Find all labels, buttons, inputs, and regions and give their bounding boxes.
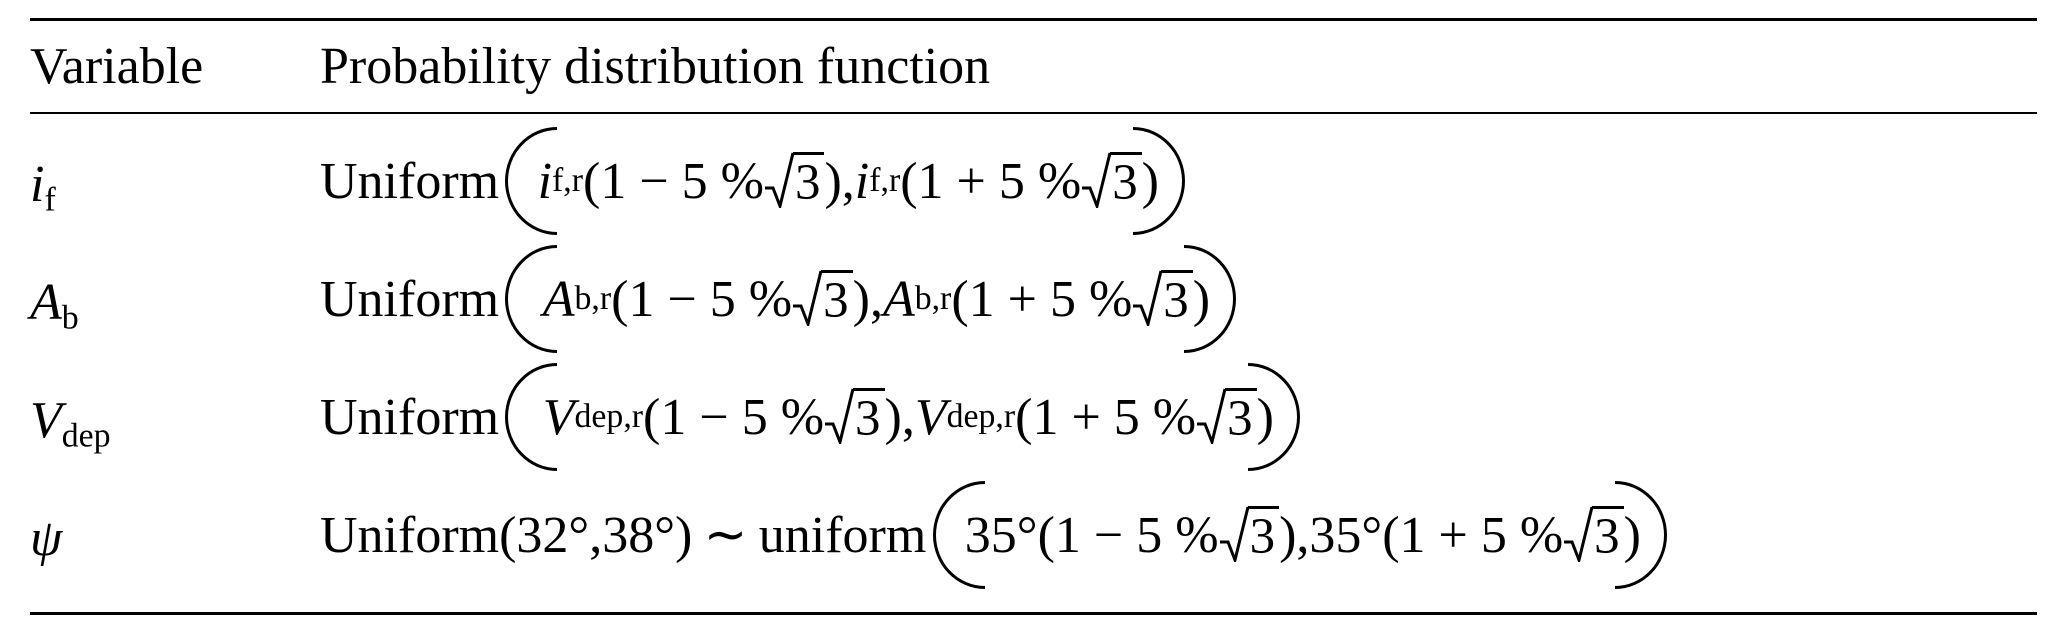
left-big-paren-icon xyxy=(505,127,531,235)
variable-if: if xyxy=(30,149,320,214)
uniform-word: Uniform xyxy=(320,270,499,329)
table-bottom-rule xyxy=(30,612,2037,615)
right-big-paren-icon xyxy=(1159,127,1185,235)
table-row: Ab Uniform Ab,r ( 1 − 5 % 3 ) , Ab,r ( 1… xyxy=(30,240,2037,358)
table-body: if Uniform if,r ( 1 − 5 % 3 ) , if,r ( 1… xyxy=(30,114,2037,612)
right-big-paren-icon xyxy=(1641,481,1667,589)
right-big-paren-icon xyxy=(1210,245,1236,353)
left-big-paren-icon xyxy=(933,481,959,589)
uniform-word: Uniform xyxy=(320,388,499,447)
column-header-pdf: Probability distribution function xyxy=(320,37,2037,96)
table-row: if Uniform if,r ( 1 − 5 % 3 ) , if,r ( 1… xyxy=(30,122,2037,240)
sqrt-icon: 3 xyxy=(824,388,884,445)
sqrt-icon: 3 xyxy=(1219,506,1279,563)
uniform-word: Uniform xyxy=(320,506,499,565)
table-row: Vdep Uniform Vdep,r ( 1 − 5 % 3 ) , Vdep… xyxy=(30,358,2037,476)
pdf-Ab: Uniform Ab,r ( 1 − 5 % 3 ) , Ab,r ( 1 + … xyxy=(320,245,2037,353)
tilde-icon: ∼ xyxy=(704,505,748,565)
uniform-word: Uniform xyxy=(320,152,499,211)
uniform-word-lower: uniform xyxy=(759,506,927,565)
left-big-paren-icon xyxy=(505,363,531,471)
right-big-paren-icon xyxy=(1274,363,1300,471)
pdf-Vdep: Uniform Vdep,r ( 1 − 5 % 3 ) , Vdep,r ( … xyxy=(320,363,2037,471)
column-header-variable: Variable xyxy=(30,37,320,96)
left-big-paren-icon xyxy=(505,245,531,353)
pdf-distribution-table: Variable Probability distribution functi… xyxy=(0,0,2067,633)
table-row: ψ Uniform ( 32° , 38° ) ∼ uniform 35° ( … xyxy=(30,476,2037,594)
pdf-if: Uniform if,r ( 1 − 5 % 3 ) , if,r ( 1 + … xyxy=(320,127,2037,235)
pdf-psi: Uniform ( 32° , 38° ) ∼ uniform 35° ( 1 … xyxy=(320,481,2037,589)
variable-psi: ψ xyxy=(30,503,320,568)
variable-Ab: Ab xyxy=(30,267,320,332)
sqrt-icon: 3 xyxy=(764,152,824,209)
sqrt-icon: 3 xyxy=(792,270,852,327)
variable-Vdep: Vdep xyxy=(30,385,320,450)
table-header-row: Variable Probability distribution functi… xyxy=(30,21,2037,112)
